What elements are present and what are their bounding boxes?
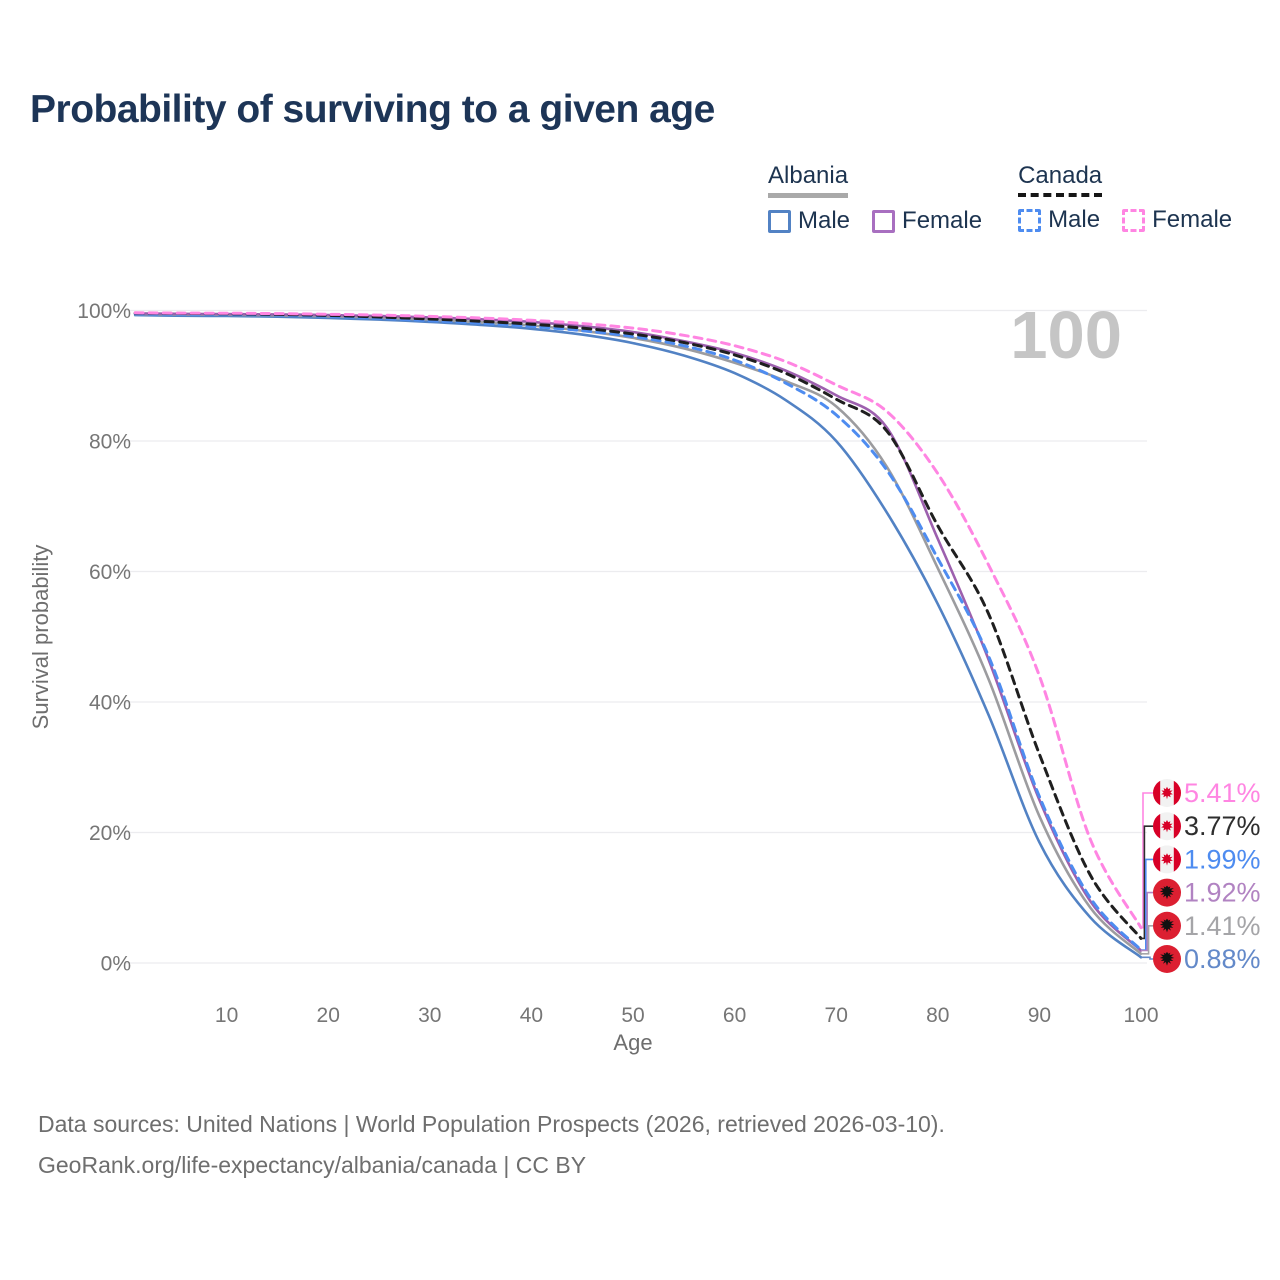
series-line-canada-both[interactable] — [133, 311, 1143, 940]
end-label-value-albania-male: 0.88% — [1184, 944, 1261, 974]
y-axis-title: Survival probability — [28, 545, 53, 730]
page-title: Probability of surviving to a given age — [30, 88, 715, 131]
legend-swatch-icon — [768, 209, 791, 233]
y-tick-label-0%: 0% — [101, 953, 131, 976]
legend-item-label: Female — [902, 207, 983, 234]
albania-flag-icon — [1153, 911, 1181, 940]
y-tick-label-60%: 60% — [89, 561, 131, 584]
y-tick-label-20%: 20% — [89, 822, 131, 845]
x-tick-label-40: 40 — [520, 1004, 543, 1027]
x-tick-label-80: 80 — [926, 1004, 949, 1027]
legend-item-albania-male[interactable]: Male — [768, 207, 850, 235]
albania-flag-icon — [1153, 945, 1181, 973]
legend-item-label: Male — [1048, 206, 1101, 233]
x-tick-label-90: 90 — [1028, 1004, 1051, 1027]
x-tick-label-10: 10 — [215, 1004, 238, 1027]
x-tick-label-70: 70 — [825, 1004, 848, 1027]
legend-group-albania: Albania Male Female — [768, 162, 982, 235]
legend-swatch-icon — [872, 209, 896, 233]
footer-attribution: GeoRank.org/life-expectancy/albania/cana… — [38, 1152, 587, 1178]
legend-item-canada-female[interactable]: Female — [1122, 206, 1232, 234]
legend-items-row: Male Female — [768, 207, 982, 235]
end-label-value-albania-both: 1.41% — [1184, 911, 1261, 941]
y-tick-label-40%: 40% — [89, 692, 131, 715]
end-label-value-canada-male: 1.99% — [1184, 844, 1261, 874]
legend-country-albania[interactable]: Albania — [768, 162, 849, 198]
x-tick-label-60: 60 — [723, 1004, 746, 1027]
x-tick-label-50: 50 — [621, 1004, 644, 1027]
legend-item-canada-male[interactable]: Male — [1018, 206, 1100, 234]
chart-legend: Albania Male Female Canada Male Female — [768, 162, 1232, 235]
x-tick-label-30: 30 — [418, 1004, 441, 1027]
footer: Data sources: United Nations | World Pop… — [38, 1104, 945, 1186]
legend-item-albania-female[interactable]: Female — [872, 207, 982, 235]
end-label-connector-albania-male — [1141, 956, 1153, 960]
legend-item-label: Male — [798, 207, 851, 234]
series-line-albania-female[interactable] — [133, 312, 1143, 952]
legend-item-label: Female — [1152, 206, 1233, 233]
series-line-albania-male[interactable] — [133, 313, 1143, 959]
canada-flag-icon — [1153, 779, 1181, 807]
canada-flag-icon — [1153, 812, 1181, 841]
age-watermark: 100 — [1010, 298, 1122, 373]
end-label-value-canada-both: 3.77% — [1184, 811, 1261, 841]
end-label-connector-albania-both — [1141, 925, 1153, 955]
legend-country-canada[interactable]: Canada — [1018, 162, 1103, 197]
x-axis-title: Age — [613, 1030, 652, 1055]
end-label-connector-canada-female — [1141, 792, 1153, 929]
footer-data-sources: Data sources: United Nations | World Pop… — [38, 1111, 945, 1137]
end-label-value-albania-female: 1.92% — [1184, 878, 1261, 908]
legend-items-row: Male Female — [1018, 206, 1232, 234]
canada-flag-icon — [1153, 845, 1181, 874]
end-label-connector-canada-both — [1141, 825, 1153, 940]
legend-swatch-icon — [1018, 208, 1042, 232]
series-line-canada-female[interactable] — [133, 311, 1143, 930]
series-line-albania-both[interactable] — [133, 312, 1143, 956]
legend-swatch-icon — [1122, 208, 1146, 232]
legend-group-canada: Canada Male Female — [1018, 162, 1232, 235]
x-tick-label-100: 100 — [1123, 1004, 1158, 1027]
end-label-connector-albania-female — [1141, 891, 1153, 952]
albania-flag-icon — [1153, 878, 1181, 907]
y-tick-label-100%: 100% — [77, 300, 131, 323]
series-line-canada-male[interactable] — [133, 312, 1143, 952]
y-tick-label-80%: 80% — [89, 431, 131, 454]
end-label-value-canada-female: 5.41% — [1184, 778, 1261, 808]
x-tick-label-20: 20 — [317, 1004, 340, 1027]
